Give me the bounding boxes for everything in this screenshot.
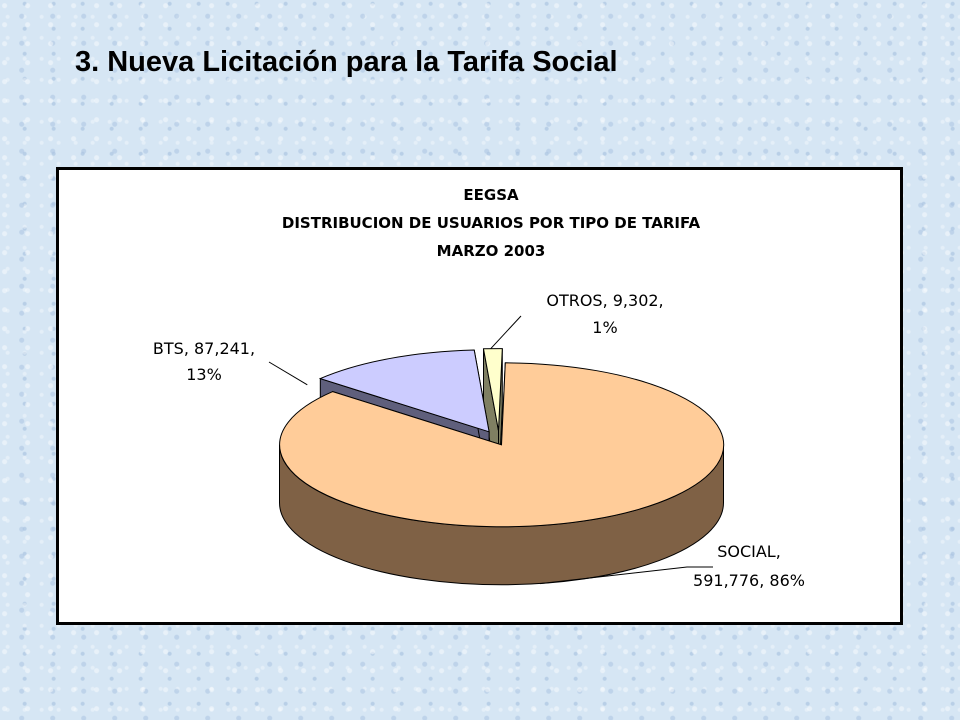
pie-slice-bts: [318, 349, 490, 433]
data-label-otros: OTROS, 9,302, 1%: [546, 291, 663, 337]
leader-line-social: [539, 566, 713, 585]
pie-slice-otros: [482, 348, 503, 431]
data-label-bts-line-1: BTS, 87,241,: [153, 339, 255, 358]
data-label-otros-line-2: 1%: [592, 318, 617, 337]
leader-line-bts: [268, 361, 308, 386]
chart-title: EEGSA DISTRIBUCION DE USUARIOS POR TIPO …: [282, 186, 701, 260]
pie-slices: [279, 348, 725, 586]
pie-slice-social: [279, 362, 725, 528]
chart-frame: EEGSA DISTRIBUCION DE USUARIOS POR TIPO …: [56, 167, 903, 625]
data-label-social-line-2: 591,776, 86%: [693, 571, 805, 590]
chart-title-line-1: EEGSA: [463, 186, 519, 204]
chart-title-line-2: DISTRIBUCION DE USUARIOS POR TIPO DE TAR…: [282, 214, 701, 232]
slide-title: 3. Nueva Licitación para la Tarifa Socia…: [75, 46, 618, 78]
leader-lines: [268, 315, 713, 585]
data-label-social-line-1: SOCIAL,: [717, 542, 781, 561]
pie-chart: EEGSA DISTRIBUCION DE USUARIOS POR TIPO …: [153, 186, 805, 590]
data-label-bts: BTS, 87,241, 13%: [153, 339, 255, 384]
data-label-bts-line-2: 13%: [186, 365, 222, 384]
data-label-social: SOCIAL, 591,776, 86%: [693, 542, 805, 590]
chart-title-line-3: MARZO 2003: [437, 242, 546, 260]
data-label-otros-line-1: OTROS, 9,302,: [546, 291, 663, 310]
leader-line-otros: [490, 315, 522, 350]
